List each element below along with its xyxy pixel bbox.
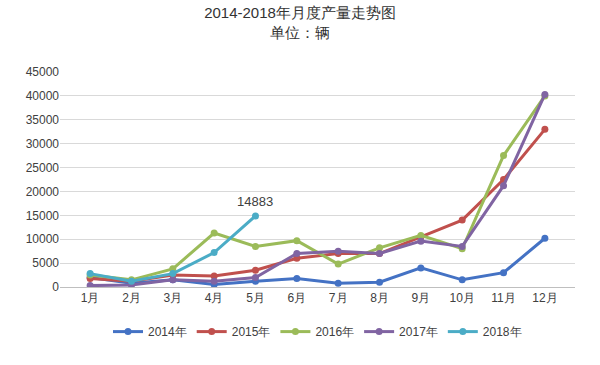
svg-text:0: 0: [52, 280, 59, 294]
svg-text:30000: 30000: [26, 137, 60, 151]
svg-text:2014年: 2014年: [148, 325, 187, 339]
svg-text:14883: 14883: [237, 194, 273, 209]
svg-text:2015年: 2015年: [232, 325, 271, 339]
svg-text:10月: 10月: [450, 291, 475, 305]
svg-text:35000: 35000: [26, 113, 60, 127]
svg-text:25000: 25000: [26, 161, 60, 175]
svg-text:5月: 5月: [246, 291, 265, 305]
svg-text:10000: 10000: [26, 232, 60, 246]
svg-text:2017年: 2017年: [399, 325, 438, 339]
svg-text:45000: 45000: [26, 65, 60, 79]
svg-text:2014-2018年月度产量走势图单位：辆: 2014-2018年月度产量走势图单位：辆: [204, 4, 396, 41]
svg-text:2018年: 2018年: [483, 325, 522, 339]
svg-text:7月: 7月: [329, 291, 348, 305]
svg-text:2016年: 2016年: [315, 325, 354, 339]
svg-text:8月: 8月: [370, 291, 389, 305]
svg-text:40000: 40000: [26, 89, 60, 103]
svg-text:12月: 12月: [532, 291, 557, 305]
svg-text:6月: 6月: [287, 291, 306, 305]
svg-text:11月: 11月: [491, 291, 515, 305]
svg-text:1月: 1月: [81, 291, 100, 305]
svg-text:20000: 20000: [26, 185, 60, 199]
svg-text:3月: 3月: [163, 291, 182, 305]
svg-text:15000: 15000: [26, 209, 60, 223]
svg-text:9月: 9月: [412, 291, 431, 305]
svg-text:5000: 5000: [32, 256, 59, 270]
svg-text:2月: 2月: [122, 291, 141, 305]
svg-text:4月: 4月: [205, 291, 224, 305]
